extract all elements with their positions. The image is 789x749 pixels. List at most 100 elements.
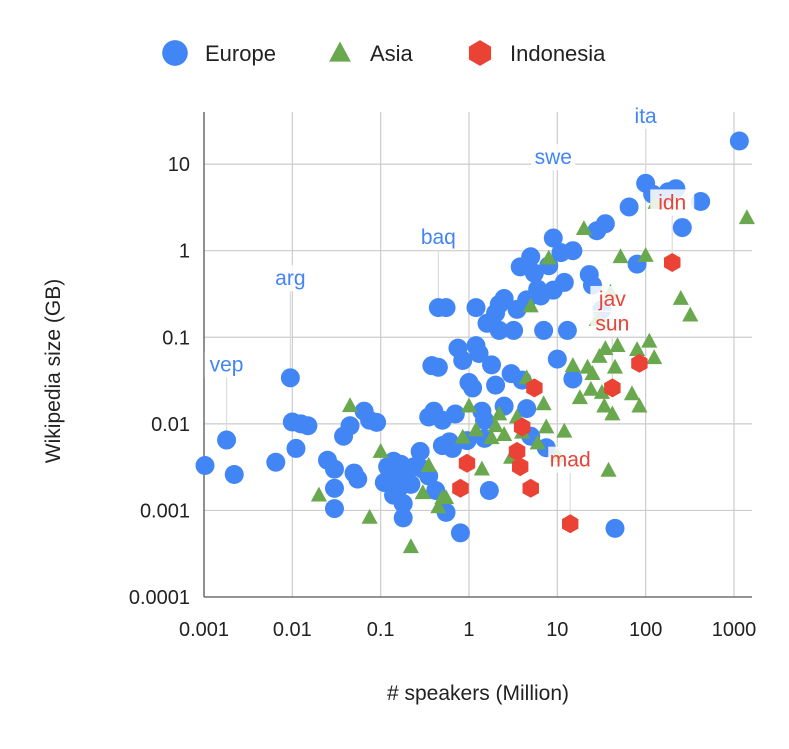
x-tick-label: 1000 [712, 619, 757, 641]
europe-point [266, 452, 286, 472]
y-tick-label: 0.01 [151, 414, 190, 436]
europe-point [367, 412, 387, 432]
x-tick-label: 1 [463, 619, 474, 641]
asia-point [341, 397, 359, 413]
europe-point [324, 459, 344, 479]
europe-point [489, 320, 509, 340]
europe-point [547, 349, 567, 369]
asia-point [584, 365, 601, 381]
annotation-bg [590, 285, 635, 312]
asia-point [606, 358, 624, 374]
annotation-arg: arg [275, 267, 305, 290]
asia-point [430, 498, 447, 514]
legend-marker-europe [162, 40, 188, 66]
x-tick-label: 0.001 [179, 619, 229, 641]
asia-point [522, 297, 539, 313]
asia-point [600, 461, 617, 477]
asia-point [310, 486, 327, 502]
legend-marker-indonesia [468, 40, 492, 66]
indonesia-point [513, 417, 531, 437]
asia-point [571, 389, 588, 405]
annotation-mad: mad [550, 449, 591, 472]
annotation-ita: ita [635, 105, 658, 128]
europe-point [691, 192, 711, 212]
europe-point [729, 131, 749, 151]
europe-point [504, 320, 524, 340]
asia-point [420, 457, 437, 472]
indonesia-point [604, 378, 621, 398]
europe-point [393, 494, 413, 514]
y-tick-label: 0.0001 [129, 587, 190, 609]
annotation-bg [650, 189, 695, 216]
europe-point [543, 228, 563, 248]
europe-point [517, 399, 537, 419]
asia-point [637, 247, 654, 262]
x-tick-label: 0.1 [367, 619, 395, 641]
y-tick-label: 1 [179, 241, 190, 263]
europe-point [436, 298, 456, 318]
asia-point [631, 397, 648, 413]
legend-label-europe: Europe [205, 41, 276, 66]
asia-point [582, 380, 599, 396]
indonesia-point [512, 457, 529, 477]
indonesia-point [522, 478, 539, 498]
europe-point [298, 416, 318, 436]
data-points [195, 131, 755, 554]
annotation-bg [204, 351, 249, 378]
legend-label-asia: Asia [370, 41, 414, 66]
axes [203, 112, 752, 598]
asia-point [672, 290, 689, 305]
europe-point [479, 480, 499, 500]
europe-point [393, 508, 413, 528]
asia-point [454, 428, 471, 444]
europe-point [445, 404, 465, 424]
asia-point [372, 442, 389, 458]
indonesia-point [664, 253, 681, 272]
europe-point [482, 355, 502, 375]
europe-point [469, 343, 489, 363]
europe-point [524, 263, 544, 283]
europe-point [619, 197, 639, 217]
asia-point [496, 426, 513, 442]
annotation-bg [416, 223, 461, 250]
tick-labels: 0.001 0.01 0.1 1 10 100 1000 0.0001 0.001 0.01 0.1… [129, 154, 756, 641]
y-tick-label: 0.1 [162, 327, 190, 349]
asia-point [609, 337, 626, 353]
asia-point [591, 347, 608, 363]
asia-point [597, 340, 614, 355]
europe-point [195, 456, 215, 476]
annotation-bg [590, 310, 635, 337]
asia-point [538, 418, 555, 434]
asia-point [738, 209, 755, 225]
legend-label-indonesia: Indonesia [510, 41, 606, 66]
europe-point [605, 518, 625, 538]
annotation-baq: baq [421, 226, 456, 249]
indonesia-point [562, 514, 579, 534]
y-tick-label: 10 [168, 154, 190, 176]
europe-point [563, 369, 583, 389]
x-tick-label: 0.01 [273, 619, 312, 641]
legend-item-europe: Europe [162, 40, 276, 66]
asia-point [540, 249, 557, 265]
europe-point [475, 410, 495, 430]
x-axis-label: # speakers (Million) [387, 682, 569, 705]
annotation-bg [531, 144, 576, 171]
europe-point [463, 378, 483, 398]
annotation-jav: jav [598, 288, 626, 311]
asia-point [564, 357, 581, 373]
asia-point [575, 220, 592, 235]
europe-point [453, 350, 473, 370]
asia-point [467, 421, 485, 437]
europe-point [595, 214, 615, 234]
europe-point [672, 218, 692, 238]
europe-point [280, 368, 300, 388]
europe-point [554, 272, 574, 292]
asia-point [535, 395, 552, 411]
x-tick-label: 10 [546, 619, 568, 641]
europe-point [217, 430, 237, 450]
annotation-bg [623, 102, 668, 129]
europe-point [486, 375, 506, 395]
europe-point [401, 474, 421, 494]
asia-point [641, 332, 658, 348]
